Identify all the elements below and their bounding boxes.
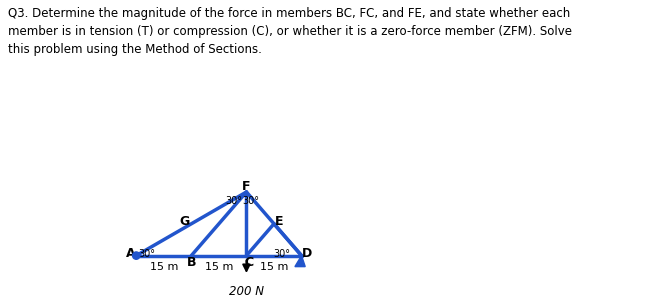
Text: B: B <box>187 256 196 269</box>
Polygon shape <box>295 256 306 267</box>
Text: C: C <box>245 256 254 269</box>
Text: 30°: 30° <box>138 249 155 259</box>
Text: 30°: 30° <box>225 196 242 206</box>
Text: G: G <box>179 216 190 228</box>
Text: 30°: 30° <box>273 249 290 259</box>
Text: 15 m: 15 m <box>260 262 288 272</box>
Text: 30°: 30° <box>242 196 259 206</box>
Text: 15 m: 15 m <box>150 262 178 272</box>
Text: F: F <box>242 180 251 193</box>
Text: 15 m: 15 m <box>205 262 233 272</box>
Text: A: A <box>126 247 136 260</box>
Text: D: D <box>302 247 312 260</box>
Text: E: E <box>275 216 284 228</box>
Circle shape <box>133 252 140 259</box>
Text: 200 N: 200 N <box>229 285 264 298</box>
Text: Q3. Determine the magnitude of the force in members BC, FC, and FE, and state wh: Q3. Determine the magnitude of the force… <box>8 7 572 57</box>
